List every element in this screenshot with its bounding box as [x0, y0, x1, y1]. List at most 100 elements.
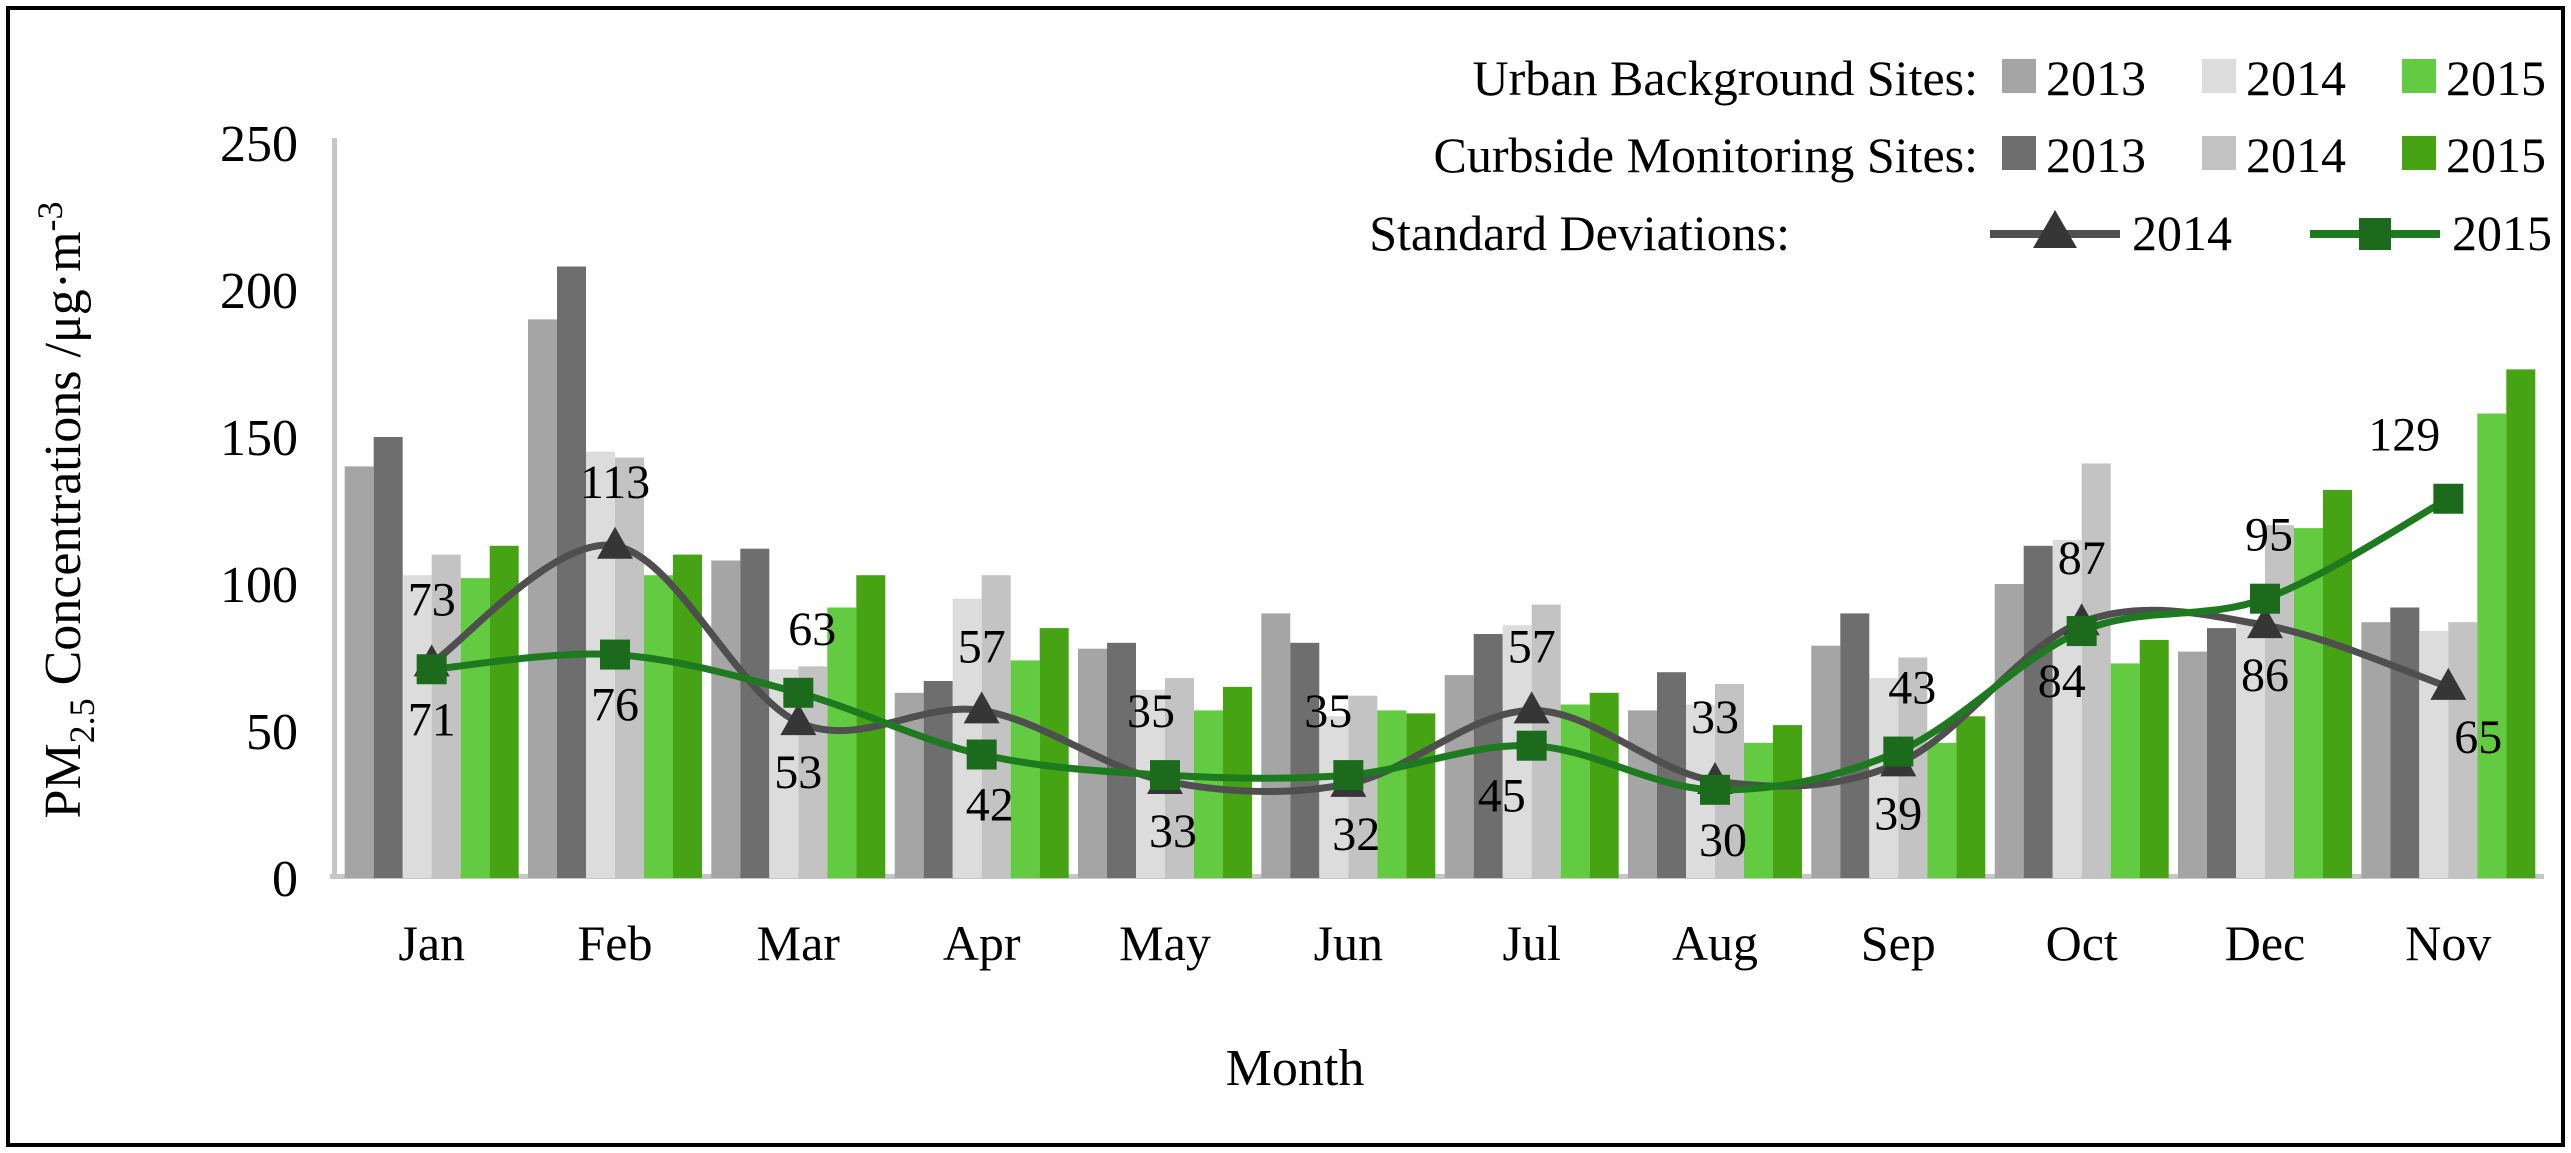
bar-jun-urban-2014	[1319, 716, 1349, 878]
data-label-sd-2014-aug: 33	[1691, 691, 1739, 744]
x-tick-apr: Apr	[943, 915, 1021, 971]
bar-may-curbside-2015	[1223, 686, 1252, 878]
data-label-sd-2014-apr: 57	[958, 620, 1006, 673]
data-label-sd-2014-nov: 65	[2454, 711, 2502, 764]
x-tick-oct: Oct	[2046, 915, 2118, 971]
x-axis-title: Month	[1226, 1040, 1365, 1097]
bar-apr-urban-2014	[952, 598, 982, 878]
bar-sep-urban-2014	[1869, 678, 1899, 878]
legend: Urban Background Sites: 2013 2014 2015 C…	[1369, 50, 2552, 261]
marker-square-sd-2015-aug	[1700, 774, 1730, 805]
data-label-sd-2015-aug: 30	[1699, 814, 1747, 867]
marker-square-sd-2015-nov	[2433, 483, 2464, 514]
bar-sep-curbside-2015	[1956, 716, 1986, 878]
data-label-sd-2015-jul: 45	[1478, 770, 1526, 823]
data-label-sd-2015-may: 35	[1127, 685, 1175, 738]
y-tick-50: 50	[246, 704, 298, 761]
data-label-sd-2015-oct: 84	[2038, 655, 2086, 708]
bar-feb-curbside-2013	[557, 266, 586, 878]
legend-curbside-label: Curbside Monitoring Sites:	[1434, 127, 1978, 183]
bar-jun-urban-2013	[1261, 613, 1291, 878]
marker-triangle-sd-2014-nov	[2430, 667, 2467, 700]
bar-nov-curbside-2014	[2448, 622, 2478, 878]
data-label-sd-2014-jun: 32	[1332, 808, 1380, 861]
legend-sd-2015-label: 2015	[2452, 205, 2552, 261]
legend-urban-2013-label: 2013	[2046, 50, 2146, 106]
bar-jul-urban-2015	[1560, 704, 1590, 878]
bars-layer	[344, 266, 2536, 878]
data-label-sd-2014-mar: 53	[774, 746, 822, 799]
bar-aug-urban-2013	[1628, 710, 1657, 878]
data-label-sd-2015-sep: 43	[1888, 662, 1936, 715]
y-tick-150: 150	[220, 410, 298, 467]
bar-may-urban-2015	[1194, 710, 1223, 878]
legend-swatch-curbside-2015	[2402, 136, 2436, 170]
bar-jul-curbside-2013	[1473, 634, 1503, 878]
x-tick-jun: Jun	[1314, 915, 1383, 971]
data-label-sd-2015-nov: 129	[2368, 409, 2440, 462]
marker-square-sd-2015-jun	[1333, 760, 1364, 791]
marker-triangle-sd-2014-jul	[1513, 691, 1550, 724]
x-tick-nov: Nov	[2405, 915, 2491, 971]
bar-jan-curbside-2013	[373, 437, 403, 878]
axis-labels-layer: 0 50 100 150 200 250 Jan Feb Mar Apr May Jun Jul Aug S…	[220, 116, 2491, 971]
bar-aug-urban-2015	[1744, 742, 1773, 878]
figure-border	[6, 6, 2565, 1147]
y-tick-250: 250	[220, 116, 298, 173]
legend-swatch-curbside-2013	[2002, 136, 2036, 170]
data-label-sd-2015-jan: 71	[408, 693, 456, 746]
bar-oct-curbside-2014	[2081, 463, 2111, 878]
y-axis-title: PM2.5 Concentrations /μg·m-3	[30, 201, 102, 818]
marker-square-sd-2015-dec	[2250, 583, 2280, 614]
legend-swatch-urban-2014	[2202, 59, 2236, 93]
bar-feb-urban-2015	[644, 575, 673, 878]
marker-triangle-sd-2014-mar	[780, 703, 817, 736]
bar-sep-curbside-2013	[1840, 613, 1870, 878]
legend-urban-2014-label: 2014	[2246, 50, 2346, 106]
legend-sd-2014-triangle-icon	[2033, 210, 2077, 248]
data-label-sd-2015-mar: 63	[788, 603, 836, 656]
marker-square-sd-2015-may	[1150, 760, 1180, 791]
bar-oct-curbside-2015	[2139, 639, 2169, 878]
y-tick-100: 100	[220, 557, 298, 614]
data-label-sd-2015-feb: 76	[591, 679, 639, 732]
bar-apr-curbside-2015	[1039, 628, 1069, 878]
bar-dec-curbside-2015	[2323, 489, 2352, 878]
bar-apr-urban-2015	[1010, 660, 1040, 878]
bar-jul-urban-2013	[1444, 675, 1474, 878]
bar-jun-curbside-2013	[1290, 642, 1320, 878]
marker-square-sd-2015-sep	[1883, 736, 1914, 767]
bar-nov-curbside-2013	[2390, 607, 2420, 878]
marker-square-sd-2015-apr	[966, 739, 997, 770]
bar-nov-urban-2015	[2477, 413, 2507, 878]
legend-swatch-curbside-2014	[2202, 136, 2236, 170]
marker-square-sd-2015-feb	[600, 639, 630, 670]
data-label-sd-2014-dec: 86	[2241, 649, 2289, 702]
x-tick-feb: Feb	[578, 915, 653, 971]
bar-nov-curbside-2015	[2506, 369, 2536, 878]
legend-sd-2015-square-icon	[2359, 218, 2391, 250]
x-tick-jan: Jan	[398, 915, 465, 971]
bar-jul-curbside-2015	[1589, 692, 1619, 878]
y-axis-line	[332, 138, 337, 878]
data-label-sd-2014-jan: 73	[408, 573, 456, 626]
x-tick-may: May	[1119, 915, 1211, 971]
marker-square-sd-2015-mar	[783, 677, 814, 708]
marker-square-sd-2015-jan	[416, 654, 447, 685]
marker-triangle-sd-2014-feb	[597, 526, 633, 559]
bar-dec-curbside-2013	[2207, 628, 2236, 878]
data-label-sd-2015-apr: 42	[966, 779, 1014, 832]
x-tick-mar: Mar	[757, 915, 841, 971]
bar-jan-curbside-2014	[431, 554, 461, 878]
bar-feb-urban-2013	[528, 319, 557, 878]
bar-jun-curbside-2015	[1406, 713, 1436, 878]
bar-dec-urban-2013	[2178, 651, 2207, 878]
bar-mar-curbside-2013	[740, 548, 770, 878]
marker-triangle-sd-2014-apr	[963, 691, 1000, 724]
x-tick-aug: Aug	[1672, 915, 1758, 971]
data-label-sd-2014-may: 33	[1149, 805, 1197, 858]
bar-nov-urban-2014	[2419, 631, 2449, 878]
data-label-sd-2014-feb: 113	[580, 456, 650, 509]
